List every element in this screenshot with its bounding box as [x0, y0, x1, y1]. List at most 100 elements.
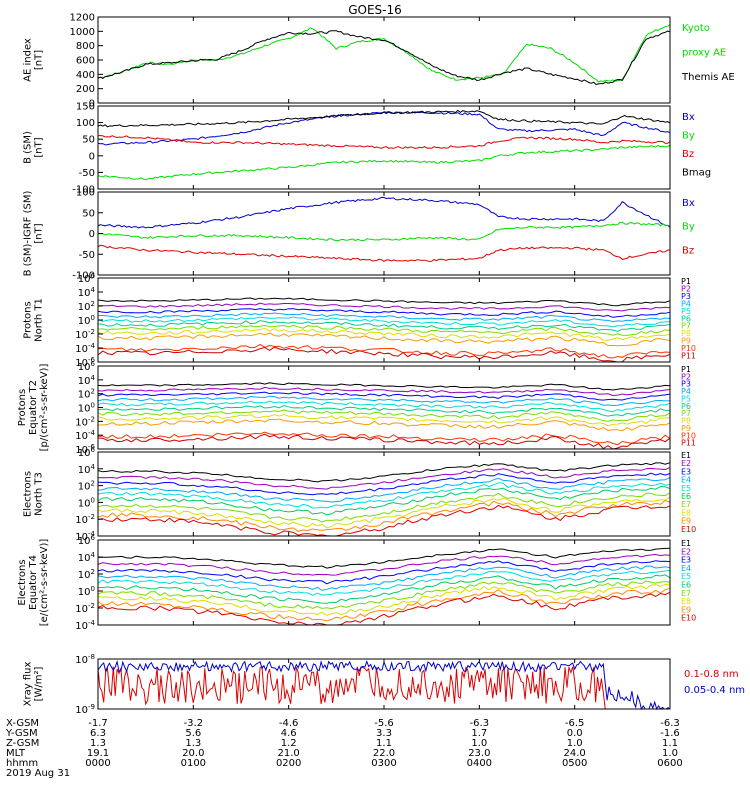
ephemeris-table: X-GSMY-GSMZ-GSMMLThhmm-1.76.31.319.10000…	[5, 718, 683, 779]
b_sm-ytick-label: 0	[89, 151, 95, 162]
protons_equator-ylabel: Equator T2	[28, 380, 39, 435]
electrons_north-legend-e4: E4	[681, 476, 691, 485]
protons_north-series-p9	[97, 332, 671, 347]
b_minus_igrf-ytick-label: 50	[82, 208, 95, 219]
electrons_north-series-e4	[97, 477, 671, 503]
protons_equator-series-p5	[97, 400, 671, 413]
ae-ylabel: [nT]	[34, 50, 45, 70]
electrons_north-series-e10	[97, 504, 671, 537]
protons_north-series-p5	[97, 316, 671, 328]
electrons_north-legend-e9: E9	[681, 517, 691, 526]
xray-ylabel: Xray flux	[23, 662, 34, 707]
protons_equator-legend-p5: P5	[681, 394, 691, 403]
electrons_equator-legend-e4: E4	[681, 564, 691, 573]
protons_equator-frame	[97, 365, 671, 450]
b_minus_igrf-legend-bx: Bx	[682, 198, 695, 209]
b_sm-legend-bz: Bz	[682, 149, 694, 160]
protons_equator-series-p10	[97, 431, 671, 446]
electrons_equator-series-e10	[97, 591, 671, 626]
ae-frame	[97, 16, 671, 104]
protons_north-legend-p6: P6	[681, 314, 691, 323]
xray-series-0.1-0.8nm	[97, 665, 670, 710]
protons_equator-legend-p3: P3	[681, 380, 691, 389]
ephemeris-cell-x: -6.3	[660, 718, 680, 729]
ephemeris-row-label: hhmm	[6, 758, 38, 769]
electrons_equator-ytick-label: 106	[78, 534, 96, 547]
protons_north-legend-p2: P2	[681, 284, 691, 293]
b_minus_igrf-series-bz	[97, 244, 671, 262]
b_sm-ytick-label: 50	[82, 135, 95, 146]
ephemeris-cell-y: -1.6	[660, 728, 680, 739]
protons_north-ytick-label: 106	[78, 272, 96, 285]
protons_north-legend-p7: P7	[681, 322, 691, 331]
electrons_equator-series-e6	[97, 574, 671, 604]
protons_equator-ytick-label: 100	[78, 402, 95, 415]
ae-panel: 0 200 400 600 800 1000 1200 AE index [nT] Kyoto pr…	[23, 13, 735, 110]
electrons_equator-series-e3	[97, 560, 671, 585]
ephemeris-cell-mlt: 20.0	[182, 748, 204, 759]
protons_equator-legend-p4: P4	[681, 387, 691, 396]
ephemeris-cell-x: -3.2	[184, 718, 204, 729]
ephemeris-cell-hhmm: 0500	[562, 758, 587, 769]
ephemeris-cell-hhmm: 0600	[657, 758, 682, 769]
protons_equator-legend-p9: P9	[681, 424, 691, 433]
ephemeris-cell-x: -1.7	[88, 718, 108, 729]
protons_north-ylabel: Protons	[23, 301, 34, 338]
ephemeris-cell-mlt: 21.0	[278, 748, 300, 759]
ephemeris-cell-y: 1.7	[471, 728, 487, 739]
electrons_equator-series-e7	[97, 580, 671, 610]
ephemeris-cell-hhmm: 0400	[467, 758, 492, 769]
protons_equator-ytick-label: 106	[78, 360, 96, 373]
xray-ytick-label: 10-8	[75, 653, 95, 666]
electrons_equator-ylabel: [e/(cm²-s-sr-keV)]	[39, 539, 50, 627]
protons_north-ytick-label: 10-6	[75, 356, 95, 369]
b_minus_igrf-ytick-label: -50	[79, 250, 95, 261]
b_minus_igrf-series-bx	[97, 196, 671, 229]
electrons_equator-series-e8	[97, 583, 671, 616]
protons_north-legend-p9: P9	[681, 337, 691, 346]
protons_north-series-p6	[97, 320, 671, 332]
ae-legend-kyoto: Kyoto	[682, 23, 710, 34]
electrons_equator-legend-e3: E3	[681, 556, 691, 565]
b_minus_igrf-ylabel: B (SM)-IGRF (SM)	[23, 191, 34, 277]
ephemeris-cell-mlt: 23.0	[468, 748, 490, 759]
b_minus_igrf-series-by	[97, 221, 671, 242]
electrons_equator-legend-e10: E10	[681, 614, 696, 623]
electrons_north-series-e2	[97, 466, 671, 490]
electrons_north-ytick-label: 100	[78, 496, 95, 509]
ephemeris-cell-y: 4.6	[281, 728, 297, 739]
electrons_equator-legend-e1: E1	[681, 539, 691, 548]
electrons_north-legend-e2: E2	[681, 459, 691, 468]
protons_north-series-p2	[97, 302, 671, 312]
b_sm-ylabel: [nT]	[34, 137, 45, 157]
electrons_north-series-e9	[97, 499, 671, 532]
ae-legend-themis-ae: Themis AE	[681, 72, 735, 83]
ephemeris-cell-x: -4.6	[279, 718, 299, 729]
electrons_north-legend-e1: E1	[681, 451, 691, 460]
electrons_north-legend-e5: E5	[681, 484, 691, 493]
electrons_north-ylabel: Electrons	[23, 471, 34, 517]
protons_equator-legend-p2: P2	[681, 372, 691, 381]
ephemeris-cell-mlt: 22.0	[373, 748, 395, 759]
protons_equator-ytick-label: 10-2	[75, 415, 95, 428]
protons_equator-series-p2	[97, 386, 671, 397]
electrons_north-series-e8	[97, 496, 671, 529]
ephemeris-cell-y: 6.3	[90, 728, 106, 739]
electrons_north-ylabel: North T3	[34, 472, 45, 516]
electrons_equator-series-e2	[97, 553, 671, 576]
ephemeris-cell-z: 1.3	[185, 738, 201, 749]
electrons_north-ytick-label: 10-2	[75, 513, 95, 526]
ae-ytick-label: 1200	[70, 13, 95, 24]
electrons_equator-series-e9	[97, 587, 671, 622]
b_minus_igrf-panel: -100 -50 0 50 100 B (SM)-IGRF (SM) [nT] Bx By Bz	[23, 188, 695, 282]
electrons_equator-ytick-label: 10-4	[75, 619, 95, 632]
ephemeris-cell-z: 1.0	[471, 738, 487, 749]
protons_equator-series-p6	[97, 404, 670, 417]
electrons_equator-legend-e6: E6	[681, 581, 691, 590]
electrons_equator-ytick-label: 100	[78, 585, 95, 598]
ephemeris-cell-hhmm: 0000	[85, 758, 110, 769]
b_sm-ytick-label: -100	[72, 185, 95, 196]
protons_equator-legend-p7: P7	[681, 409, 691, 418]
